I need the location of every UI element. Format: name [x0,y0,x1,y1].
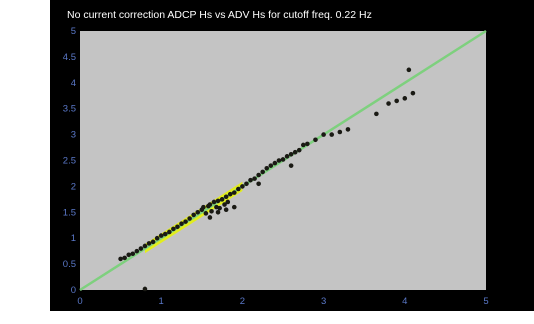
data-point [142,286,148,292]
data-point [329,132,335,137]
data-point [288,151,294,157]
data-point [191,212,196,218]
data-point [158,233,164,238]
data-point [183,219,188,224]
data-point [225,199,231,205]
chart-title: No current correction ADCP Hs vs ADV Hs … [67,9,372,21]
data-point [223,207,229,213]
data-point [142,243,148,249]
data-point [272,160,278,166]
y-tick-label: 4 [71,78,76,89]
data-point [167,229,172,235]
x-tick-label: 3 [321,296,326,307]
data-point [337,129,343,135]
y-tick-labels: 0 0.5 1 1.5 2 2.5 3 3.5 4 4.5 5 [63,26,76,296]
data-point [118,256,123,262]
data-point [219,197,225,202]
data-point [150,239,156,245]
data-points-layer [118,67,416,292]
data-point [260,169,265,175]
x-tick-label: 1 [159,296,164,307]
data-point [223,194,229,200]
data-point [171,226,176,232]
y-tick-label: 2 [71,181,76,192]
data-point [236,186,241,192]
figure-window: No current correction ADCP Hs vs ADV Hs … [50,0,534,311]
data-point [301,142,306,148]
data-point [244,181,249,187]
data-point [386,101,391,106]
data-point [122,255,127,261]
data-point [345,127,351,132]
data-point [138,246,144,251]
data-point [207,202,213,207]
data-point [130,251,136,257]
y-tick-label: 3 [71,130,76,141]
data-point [410,90,416,96]
x-tick-label: 0 [77,296,82,307]
y-tick-label: 3.5 [63,104,76,115]
data-point [256,181,261,187]
data-point [313,137,318,143]
x-tick-label: 4 [402,296,407,307]
data-point [217,205,222,211]
data-point [134,248,140,254]
data-point [394,98,399,104]
x-tick-label: 2 [240,296,245,307]
y-tick-label: 1.5 [63,207,76,218]
y-tick-label: 5 [71,26,76,37]
data-point [256,172,261,178]
data-point [292,149,298,155]
x-tick-label: 5 [483,296,488,307]
data-point [231,204,237,210]
scatter-chart: No current correction ADCP Hs vs ADV Hs … [63,9,489,307]
data-point [154,235,160,241]
data-point [126,252,132,258]
data-point [252,176,257,181]
data-point [215,210,221,215]
data-point [222,202,227,207]
y-tick-label: 4.5 [63,52,76,63]
data-point [288,163,294,168]
data-point [374,111,379,117]
x-tick-labels: 0 1 2 3 4 5 [77,296,488,307]
data-point [264,165,270,171]
data-point [179,221,184,226]
data-point [402,96,408,101]
data-point [268,163,274,168]
data-point [284,154,290,159]
data-point [248,177,253,183]
data-point [276,158,282,163]
data-point [227,191,233,197]
data-point [280,157,286,162]
y-tick-label: 1 [71,233,76,244]
data-point [195,210,201,215]
data-point [211,199,217,205]
data-point [296,147,302,153]
data-point [305,141,310,147]
data-point [215,198,221,204]
data-point [240,184,245,189]
y-tick-label: 0.5 [63,259,76,270]
data-point [321,132,326,137]
data-point [175,224,180,230]
data-point [406,67,412,73]
data-point [146,241,152,246]
data-point [187,216,192,221]
y-tick-label: 0 [71,285,76,296]
data-point [231,190,237,195]
data-point [203,211,209,216]
data-point [209,208,214,214]
data-point [162,231,168,237]
y-tick-label: 2.5 [63,156,76,167]
data-point [201,204,206,210]
data-point [207,215,213,220]
